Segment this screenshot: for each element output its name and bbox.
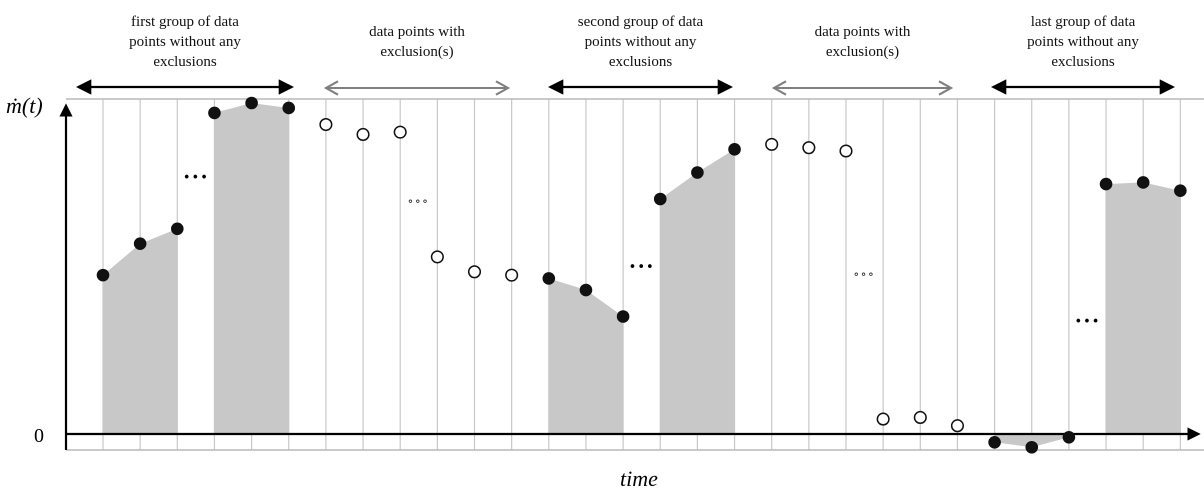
ellipsis-dots: ••• xyxy=(183,170,209,185)
included-data-point xyxy=(988,435,1001,449)
data-point-group xyxy=(96,96,1187,454)
excluded-data-point xyxy=(839,144,853,158)
group-label-line: exclusion(s) xyxy=(826,44,899,60)
excluded-data-point xyxy=(393,125,407,139)
zero-label: 0 xyxy=(34,425,44,447)
included-data-point xyxy=(1099,177,1113,191)
included-data-point xyxy=(1136,176,1150,189)
ellipsis-dots: ••• xyxy=(408,198,430,208)
included-data-point xyxy=(282,101,296,115)
excluded-data-point xyxy=(950,419,965,433)
ellipsis-dots: ••• xyxy=(1074,314,1100,329)
group-label-line: exclusion(s) xyxy=(380,44,453,60)
excluded-data-point xyxy=(876,412,890,426)
group-label-line: data points with xyxy=(369,24,465,40)
x-axis-label: time xyxy=(620,466,658,491)
ellipsis-group: ••• ••• ••• ••• ••• xyxy=(183,170,1100,329)
included-area-group xyxy=(103,103,1181,448)
included-data-point xyxy=(133,237,147,250)
included-data-point xyxy=(208,106,221,120)
gridline-group xyxy=(102,99,1181,450)
included-data-point xyxy=(542,272,556,285)
excluded-data-point xyxy=(802,141,816,155)
excluded-data-point xyxy=(467,265,482,279)
excluded-data-point xyxy=(765,137,779,151)
included-data-point xyxy=(616,310,630,323)
group-label-line: points without any xyxy=(129,34,241,50)
included-data-point xyxy=(171,222,184,236)
group-label-line: second group of data xyxy=(578,14,704,30)
excluded-data-point xyxy=(319,117,333,132)
group-label-line: exclusions xyxy=(1051,54,1114,70)
included-data-point xyxy=(579,283,593,297)
included-data-point xyxy=(245,96,258,110)
group-label-line: points without any xyxy=(585,34,697,50)
included-data-point xyxy=(1025,440,1039,454)
y-axis-label: ṁ(t) xyxy=(6,93,43,118)
group-label-line: first group of data xyxy=(131,14,239,30)
included-data-point xyxy=(1062,431,1076,444)
group-label-line: exclusions xyxy=(153,54,216,70)
group-label-line: points without any xyxy=(1027,34,1139,50)
included-data-point xyxy=(96,268,110,282)
group-header-group: first group of data points without any exc… xyxy=(75,14,1176,96)
excluded-data-point xyxy=(505,268,519,282)
excluded-data-point xyxy=(913,410,927,425)
included-data-point xyxy=(691,166,704,179)
ellipsis-dots: ••• xyxy=(854,270,876,280)
group-label-line: last group of data xyxy=(1031,14,1136,30)
excluded-data-point xyxy=(356,127,370,141)
included-data-point xyxy=(1174,184,1187,198)
group-label-line: data points with xyxy=(815,24,911,40)
excluded-data-point xyxy=(430,250,444,264)
included-data-point xyxy=(653,192,667,206)
included-data-point xyxy=(728,143,741,156)
group-label-line: exclusions xyxy=(609,54,672,70)
ellipsis-dots: ••• xyxy=(629,260,655,275)
